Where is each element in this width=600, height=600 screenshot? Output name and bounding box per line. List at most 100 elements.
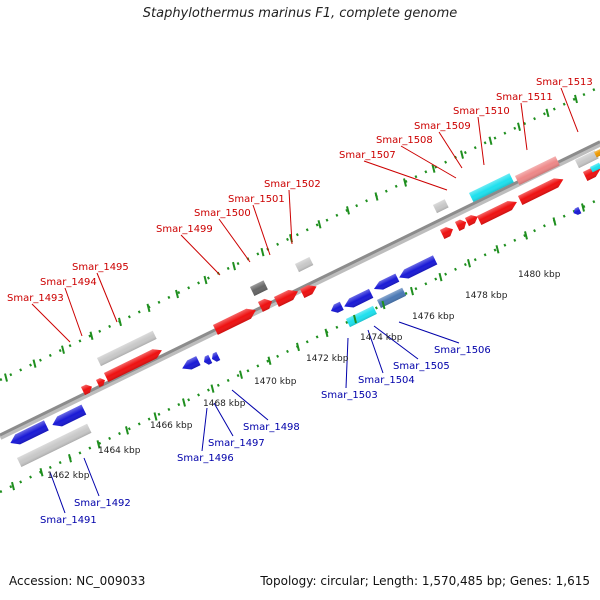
leader-line-upper — [400, 145, 457, 179]
upper-dotted-line — [0, 85, 600, 382]
upper-tick — [203, 275, 208, 285]
leader-line-lower — [49, 471, 66, 514]
gene-shading — [346, 305, 377, 328]
gene-shading — [17, 423, 92, 467]
gene-shading — [104, 349, 162, 382]
leader-line-upper — [218, 218, 251, 263]
gene-label-upper: Smar_1495 — [72, 262, 129, 273]
gene-labels: 1462 kbp 1464 kbp 1466 kbp 1468 kbp 1470 kbp… — [7, 77, 593, 526]
scale-label: 1468 kbp — [203, 399, 246, 409]
gene-shading — [594, 148, 600, 158]
gene-label-upper: Smar_1499 — [156, 224, 213, 235]
scale-label: 1478 kbp — [465, 291, 508, 301]
gene-label-upper: Smar_1502 — [264, 179, 321, 190]
gene-feature — [250, 280, 268, 296]
scale-label: 1480 kbp — [518, 270, 561, 280]
gene-shading — [433, 199, 449, 214]
scale-tick — [552, 217, 557, 226]
gene-feature — [440, 227, 453, 239]
gene-feature — [344, 288, 374, 308]
gene-shading — [583, 167, 600, 181]
gene-shading — [515, 156, 560, 185]
scale-tick — [324, 328, 329, 338]
gene-label-upper: Smar_1513 — [536, 77, 593, 88]
scale-label: 1462 kbp — [47, 471, 90, 481]
gene-feature — [211, 351, 221, 362]
gene-feature — [583, 167, 600, 181]
gene-feature — [258, 298, 273, 312]
gene-features — [10, 148, 600, 467]
upper-tick — [118, 317, 122, 327]
upper-tick — [545, 108, 550, 118]
leader-line-upper — [477, 116, 485, 166]
gene-feature — [81, 384, 92, 396]
leader-line-upper — [363, 160, 448, 191]
leader-line-lower — [213, 402, 234, 437]
gene-feature — [575, 150, 599, 169]
gene-label-lower: Smar_1505 — [393, 361, 450, 372]
scale-ticks — [4, 94, 585, 491]
gene-feature — [373, 273, 400, 290]
scale-tick — [239, 370, 243, 379]
gene-feature — [300, 285, 317, 298]
leader-line-lower — [201, 407, 208, 452]
upper-tick — [403, 178, 407, 187]
gene-feature — [399, 255, 438, 279]
map-title: Staphylothermus marinus F1, complete gen… — [142, 6, 458, 21]
gene-shading — [477, 201, 517, 225]
gene-label-lower: Smar_1504 — [358, 375, 415, 386]
gene-label-lower: Smar_1503 — [321, 390, 378, 401]
upper-tick — [317, 220, 322, 229]
gene-feature — [469, 173, 514, 202]
scale-tick — [125, 426, 129, 435]
gene-feature — [295, 256, 314, 273]
leader-line-lower — [345, 337, 349, 389]
leader-line-upper — [252, 204, 271, 256]
gene-feature — [377, 287, 407, 309]
gene-label-upper: Smar_1493 — [7, 293, 64, 304]
scale-tick — [11, 481, 15, 491]
leader-line-upper — [64, 287, 83, 337]
gene-label-lower: Smar_1498 — [243, 422, 300, 433]
gene-feature — [346, 305, 377, 328]
gene-feature — [515, 156, 560, 185]
gene-label-upper: Smar_1508 — [376, 135, 433, 146]
scale-tick — [210, 384, 215, 393]
lower-dotted-line — [0, 197, 600, 494]
gene-feature — [52, 404, 87, 427]
leader-line-upper — [560, 87, 579, 133]
scale-tick — [68, 454, 72, 463]
gene-shading — [399, 255, 438, 279]
gene-label-upper: Smar_1501 — [228, 194, 285, 205]
scale-tick — [96, 440, 101, 449]
upper-tick — [232, 261, 236, 271]
gene-label-lower: Smar_1492 — [74, 498, 131, 509]
scale-tick — [267, 356, 272, 365]
upper-tick — [517, 122, 521, 132]
gene-shading — [211, 351, 221, 362]
gene-shading — [213, 308, 256, 335]
genome-summary-text: Topology: circular; Length: 1,570,485 bp… — [260, 574, 590, 588]
gene-shading — [590, 162, 600, 173]
scale-tick — [524, 231, 528, 240]
gene-label-upper: Smar_1500 — [194, 208, 251, 219]
upper-tick — [488, 136, 493, 145]
label-leader-lines — [31, 87, 579, 514]
gene-shading — [274, 289, 298, 307]
gene-shading — [52, 404, 87, 427]
upper-tick — [260, 247, 265, 257]
gene-feature — [433, 199, 449, 214]
gene-label-upper: Smar_1507 — [339, 150, 396, 161]
gene-shading — [203, 354, 213, 365]
gene-shading — [81, 384, 92, 396]
gene-label-upper: Smar_1509 — [414, 121, 471, 132]
gene-shading — [250, 280, 268, 296]
scale-label: 1474 kbp — [360, 333, 403, 343]
scale-tick — [495, 245, 500, 254]
scale-tick — [182, 398, 186, 407]
leader-line-upper — [288, 189, 293, 245]
gene-feature — [213, 308, 256, 335]
gene-label-upper: Smar_1511 — [496, 92, 553, 103]
scale-tick — [39, 467, 44, 477]
leader-line-upper — [438, 131, 463, 169]
